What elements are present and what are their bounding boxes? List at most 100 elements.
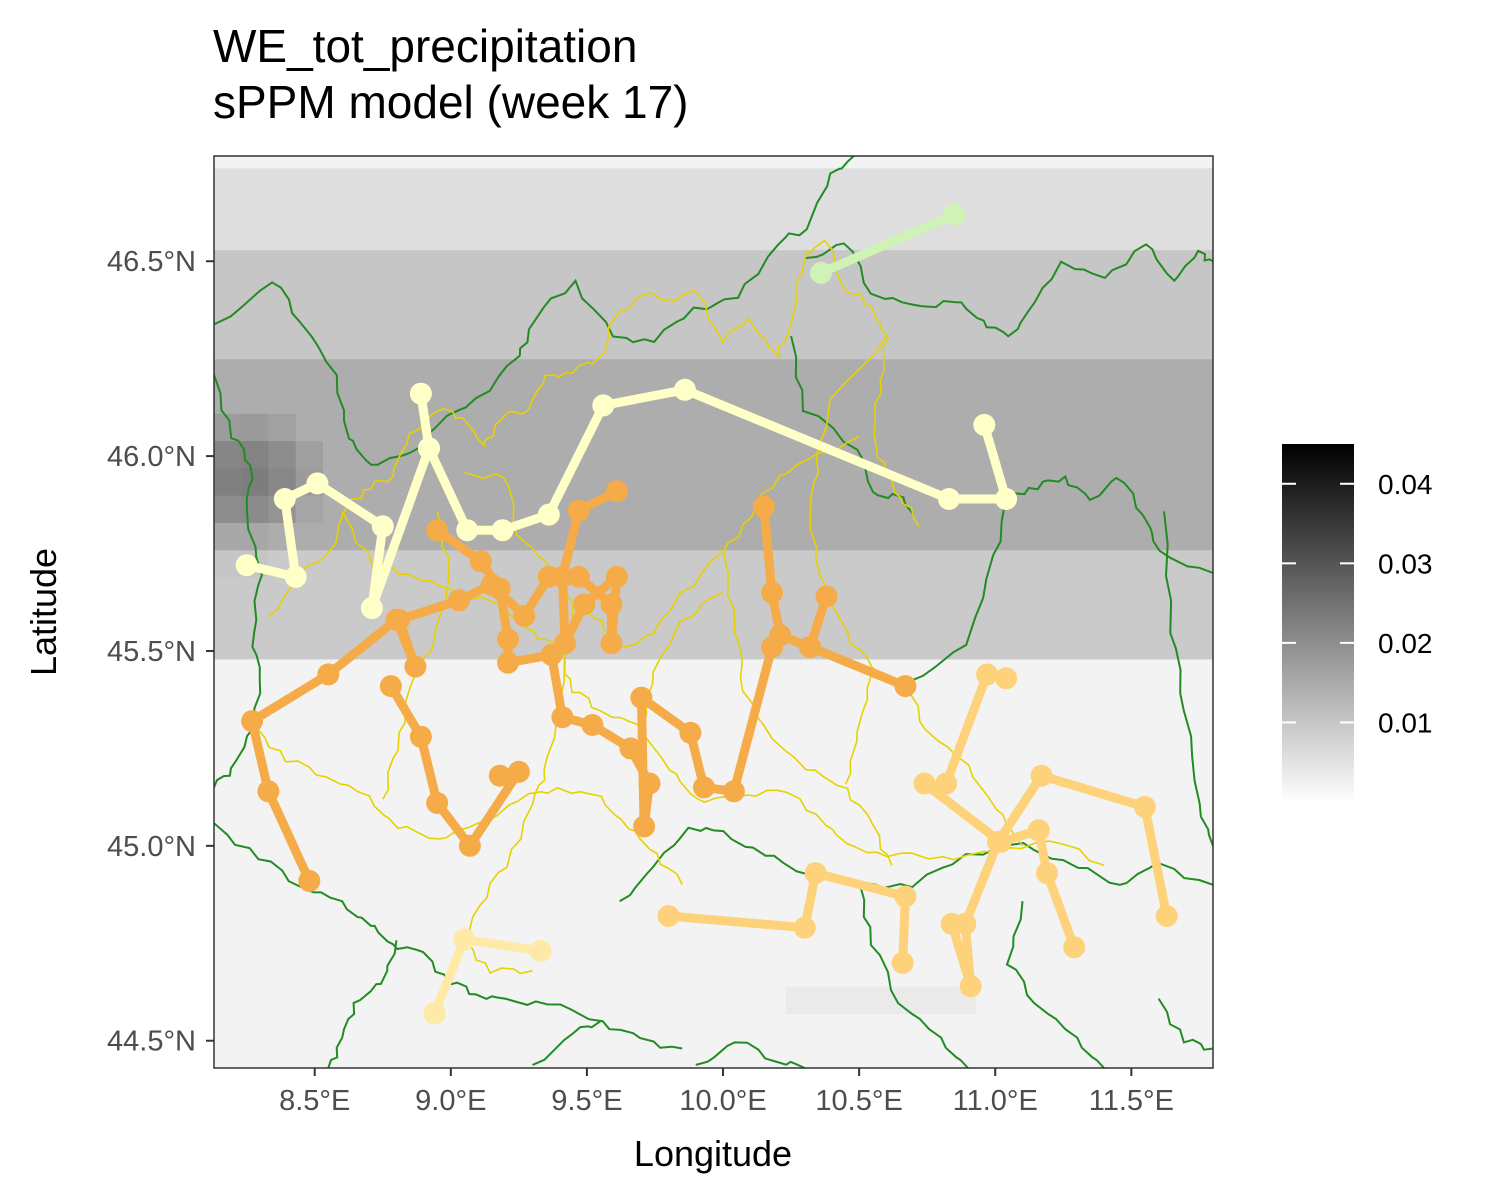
raster-cell (1085, 277, 1113, 305)
raster-cell (650, 468, 678, 496)
raster-cell (1031, 495, 1059, 523)
raster-cell (486, 823, 514, 851)
raster-cell (650, 577, 678, 605)
raster-cell (1194, 986, 1222, 1014)
raster-cell (677, 632, 705, 660)
raster-cell (377, 1041, 405, 1069)
raster-cell (541, 795, 569, 823)
raster-cell (731, 331, 759, 359)
raster-cell (1167, 441, 1195, 469)
raster-cell (486, 1041, 514, 1069)
raster-cell (486, 495, 514, 523)
raster-cell (758, 932, 786, 960)
track-point (581, 714, 603, 736)
raster-cell (1085, 904, 1113, 932)
raster-cell (731, 959, 759, 987)
raster-cell (949, 222, 977, 250)
raster-cell (377, 850, 405, 878)
raster-cell (1112, 932, 1140, 960)
raster-cell (758, 277, 786, 305)
raster-cell (1167, 468, 1195, 496)
raster-cell (1058, 222, 1086, 250)
track-point (456, 519, 478, 541)
raster-cell (1031, 904, 1059, 932)
raster-cell (568, 331, 596, 359)
raster-cell (731, 932, 759, 960)
raster-cell (1003, 195, 1031, 223)
raster-cell (323, 823, 351, 851)
raster-cell (241, 1041, 269, 1069)
raster-cell (677, 850, 705, 878)
track-point (274, 488, 296, 510)
raster-cell (1167, 522, 1195, 550)
raster-cell (949, 577, 977, 605)
raster-cell (1058, 741, 1086, 769)
raster-cell (1085, 713, 1113, 741)
raster-cell (405, 250, 433, 278)
raster-cell (677, 932, 705, 960)
raster-cell (541, 359, 569, 387)
raster-cell (541, 250, 569, 278)
raster-cell (867, 795, 895, 823)
raster-cell (405, 222, 433, 250)
raster-cell (1085, 823, 1113, 851)
raster-cell (241, 140, 269, 168)
raster-cell (595, 986, 623, 1014)
raster-cell (1167, 877, 1195, 905)
raster-cell (241, 413, 269, 441)
track-point (459, 835, 481, 857)
track-point (761, 582, 783, 604)
raster-cell (840, 468, 868, 496)
raster-cell (867, 550, 895, 578)
raster-cell (214, 877, 242, 905)
raster-cell (813, 468, 841, 496)
track-point (241, 710, 263, 732)
raster-cell (350, 277, 378, 305)
raster-cell (541, 331, 569, 359)
raster-cell (296, 195, 324, 223)
raster-cell (1085, 741, 1113, 769)
raster-cell (622, 986, 650, 1014)
raster-cell (786, 195, 814, 223)
raster-cell (758, 222, 786, 250)
raster-cell (1194, 823, 1222, 851)
raster-cell (731, 468, 759, 496)
track-point (674, 379, 696, 401)
raster-cell (377, 713, 405, 741)
raster-cell (867, 713, 895, 741)
raster-cell (1031, 359, 1059, 387)
track-point (914, 773, 936, 795)
raster-cell (595, 1041, 623, 1069)
raster-cell (895, 632, 923, 660)
track-point (620, 737, 642, 759)
raster-cell (323, 1013, 351, 1041)
raster-cell (350, 304, 378, 332)
raster-cell (895, 195, 923, 223)
raster-cell (459, 959, 487, 987)
raster-cell (622, 304, 650, 332)
raster-cell (813, 495, 841, 523)
raster-cell (704, 686, 732, 714)
raster-cell (595, 768, 623, 796)
raster-cell (840, 932, 868, 960)
raster-cell (1112, 304, 1140, 332)
raster-cell (1003, 604, 1031, 632)
raster-cell (1112, 195, 1140, 223)
track-point (639, 773, 661, 795)
raster-cell (541, 222, 569, 250)
raster-cell (1003, 413, 1031, 441)
y-tick-label: 46.0°N (107, 441, 196, 473)
raster-cell (731, 1013, 759, 1041)
raster-cell (1112, 1013, 1140, 1041)
raster-cell (895, 168, 923, 196)
raster-cell (541, 140, 569, 168)
track-point (810, 262, 832, 284)
raster-cell (459, 877, 487, 905)
raster-cell (1003, 932, 1031, 960)
raster-cell (296, 823, 324, 851)
raster-cell (1003, 168, 1031, 196)
raster-cell (350, 331, 378, 359)
raster-cell (323, 250, 351, 278)
raster-cell (1194, 359, 1222, 387)
